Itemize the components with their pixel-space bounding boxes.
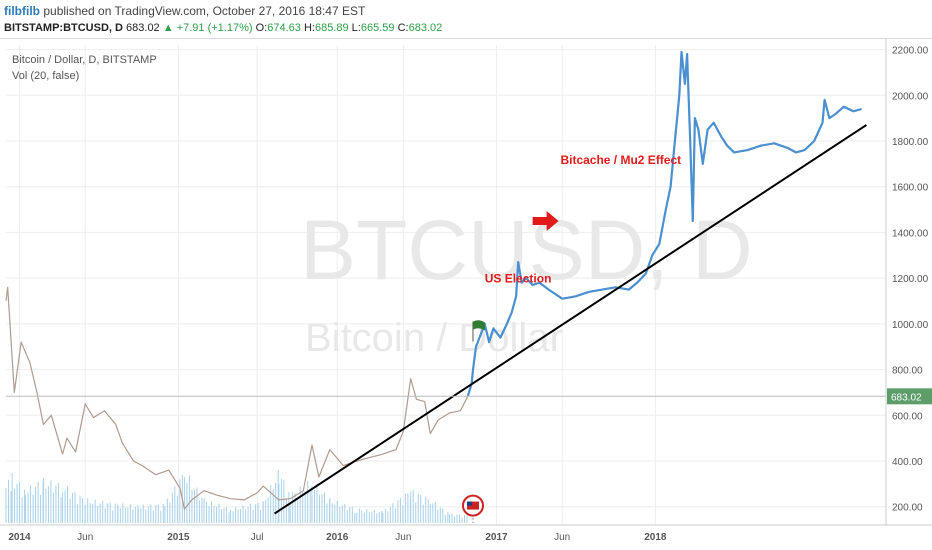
- x-tick-label: 2018: [644, 532, 667, 543]
- y-tick-label: 400.00: [892, 457, 923, 468]
- header-divider: [0, 38, 932, 39]
- price-change: +7.91 (+1.17%): [176, 22, 253, 34]
- us-flag-canton: [466, 501, 472, 506]
- x-tick-label: 2014: [8, 532, 31, 543]
- arrow-right-icon: [532, 211, 559, 231]
- historical-price-line: [5, 286, 469, 510]
- trendline: [273, 124, 867, 515]
- y-tick-label: 2200.00: [892, 46, 929, 57]
- close-value: 683.02: [408, 22, 443, 34]
- y-tick-label: 1600.00: [892, 183, 929, 194]
- annotation-label: Bitcache / Mu2 Effect: [560, 153, 681, 167]
- publish-text: published on TradingView.com, October 27…: [43, 4, 366, 18]
- chart-grid: [6, 45, 886, 525]
- x-tick-label: Jul: [251, 532, 264, 543]
- y-tick-label: 1000.00: [892, 320, 929, 331]
- volume-study-label[interactable]: Vol (20, false): [12, 70, 79, 82]
- x-tick-label: 2015: [167, 532, 190, 543]
- price-chart[interactable]: BTCUSD, D Bitcoin / Dollar Bitcache / Mu…: [0, 39, 932, 550]
- high-label: H:: [303, 22, 315, 34]
- y-tick-label: 600.00: [892, 411, 923, 422]
- current-price-label: 683.02: [891, 392, 922, 403]
- y-tick-label: 1400.00: [892, 228, 929, 239]
- close-label: C:: [397, 22, 409, 34]
- price-axis: 200.00 400.00 600.00 800.00 1000.00 1200.00 14…: [885, 39, 932, 525]
- x-tick-label: Jun: [395, 532, 411, 543]
- open-label: O:: [255, 22, 268, 34]
- author-link[interactable]: filbfilb: [4, 4, 40, 18]
- low-label: L:: [351, 22, 361, 34]
- low-value: 665.59: [360, 22, 395, 34]
- symbol-name: BITSTAMP:BTCUSD, D: [4, 22, 123, 34]
- y-tick-label: 200.00: [892, 503, 923, 514]
- x-tick-label: Jun: [554, 532, 570, 543]
- volume-bars: [5, 469, 468, 523]
- price-series: [5, 50, 886, 515]
- y-tick-label: 1200.00: [892, 274, 929, 285]
- projected-price-line: [466, 50, 862, 397]
- x-tick-label: 2016: [326, 532, 349, 543]
- flag-icon: [472, 320, 485, 331]
- publish-info: filbfilb published on TradingView.com, O…: [4, 4, 365, 18]
- symbol-bar: BITSTAMP:BTCUSD, D 683.02 ▲ +7.91 (+1.17…: [4, 22, 442, 34]
- open-value: 674.63: [267, 22, 301, 34]
- change-up-icon: ▲: [162, 22, 174, 34]
- y-tick-label: 800.00: [892, 366, 923, 377]
- y-tick-label: 1800.00: [892, 137, 929, 148]
- us-flag-stripes: [466, 501, 479, 510]
- last-price: 683.02: [126, 22, 160, 34]
- x-tick-label: 2017: [485, 532, 508, 543]
- chart-title: Bitcoin / Dollar, D, BITSTAMP: [12, 54, 157, 66]
- watermark-name: Bitcoin / Dollar: [305, 316, 563, 360]
- high-value: 685.89: [314, 22, 349, 34]
- chart-markers: Bitcache / Mu2 Effect US Election: [461, 153, 681, 523]
- time-axis: 2014 Jun 2015 Jul 2016 Jun 2017 Jun 2018: [0, 524, 932, 543]
- y-tick-label: 2000.00: [892, 91, 929, 102]
- current-price-tag: [887, 388, 932, 405]
- annotation-label: US Election: [485, 272, 552, 286]
- x-tick-label: Jun: [77, 532, 93, 543]
